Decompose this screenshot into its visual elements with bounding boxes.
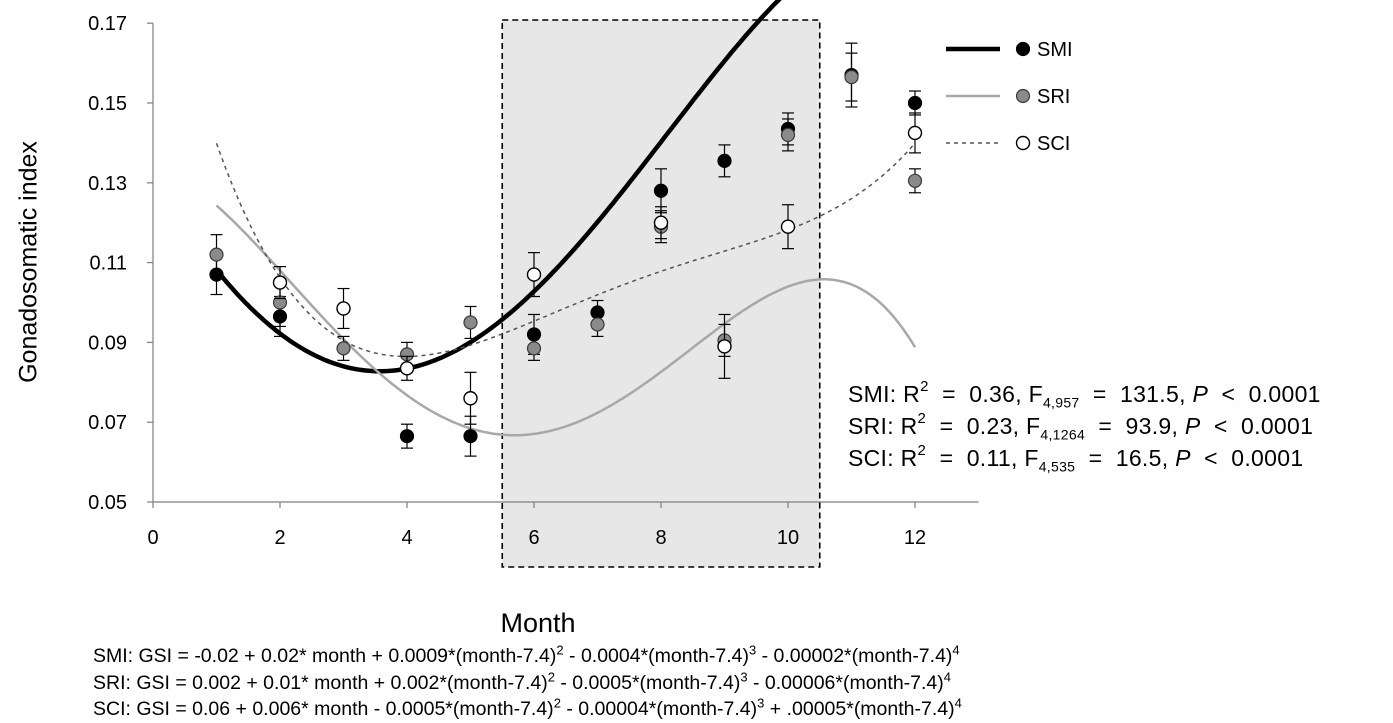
- x-tick-label: 8: [655, 527, 666, 549]
- y-tick-label: 0.07: [88, 412, 127, 434]
- point-sci: [780, 219, 796, 234]
- y-tick-label: 0.09: [88, 332, 127, 354]
- x-tick-label: 0: [147, 527, 158, 549]
- point-sci: [336, 301, 351, 316]
- point-sri: [336, 341, 351, 356]
- equation-sri: SRI: GSI = 0.002 + 0.01* month + 0.002*(…: [93, 669, 951, 695]
- y-axis-title: Gonadosomatic index: [14, 141, 43, 383]
- x-tick-label: 12: [904, 527, 926, 549]
- legend-marker-smi: [1015, 41, 1031, 57]
- x-tick-label: 4: [401, 527, 412, 549]
- x-tick-label: 10: [777, 527, 799, 549]
- point-sci: [907, 125, 923, 141]
- y-tick-label: 0.17: [88, 13, 127, 35]
- legend-label-smi: SMI: [1037, 39, 1073, 61]
- point-smi: [653, 183, 669, 198]
- stats-line-smi: SMI: R2 = 0.36, F4,957 = 131.5, P < 0.00…: [848, 378, 1321, 411]
- point-sci: [653, 215, 669, 230]
- y-tick-label: 0.13: [88, 173, 127, 195]
- peak-season-shading: [501, 19, 821, 568]
- point-sci: [526, 267, 542, 282]
- point-smi: [907, 95, 923, 111]
- fit-curves: [214, 0, 917, 437]
- point-sci: [463, 391, 478, 406]
- legend-marker-sri: [1015, 88, 1031, 104]
- fit-curve-smi: [214, 0, 782, 374]
- y-tick-label: 0.15: [88, 93, 127, 115]
- y-tick-label: 0.05: [88, 492, 127, 514]
- legend-label-sci: SCI: [1037, 133, 1070, 155]
- axes: 0.05 0.07 0.09 0.11 0.13 0.15 0.17 0 2 4 6 8 10 12: [88, 13, 979, 549]
- legend-marker-sci: [1015, 135, 1031, 151]
- x-tick-label: 6: [528, 527, 539, 549]
- point-smi: [463, 429, 478, 444]
- point-sci: [717, 339, 732, 354]
- point-sri: [463, 315, 478, 330]
- point-sri: [209, 247, 224, 262]
- point-sri: [780, 127, 796, 143]
- stats-line-sri: SRI: R2 = 0.23, F4,1264 = 93.9, P < 0.00…: [848, 410, 1314, 443]
- point-sri: [907, 173, 923, 188]
- x-axis-title: Month: [500, 608, 576, 638]
- point-sri: [844, 69, 859, 85]
- equation-sci: SCI: GSI = 0.06 + 0.006* month - 0.0005*…: [93, 695, 962, 721]
- equation-smi: SMI: GSI = -0.02 + 0.02* month + 0.0009*…: [93, 642, 960, 668]
- stats-line-sci: SCI: R2 = 0.11, F4,535 = 16.5, P < 0.000…: [848, 442, 1304, 475]
- fit-curve-sri: [215, 204, 917, 437]
- data-points: [209, 42, 923, 457]
- point-sci: [272, 275, 288, 290]
- y-tick-label: 0.11: [90, 253, 127, 275]
- legend: SMI SRI SCI: [946, 39, 1073, 155]
- point-smi: [717, 153, 732, 168]
- point-sci: [399, 361, 415, 376]
- legend-label-sri: SRI: [1037, 86, 1070, 108]
- fit-curve-sci: [215, 142, 916, 358]
- point-sri: [526, 341, 542, 356]
- x-tick-label: 2: [274, 527, 285, 549]
- point-smi: [399, 429, 415, 444]
- point-sri: [590, 317, 605, 332]
